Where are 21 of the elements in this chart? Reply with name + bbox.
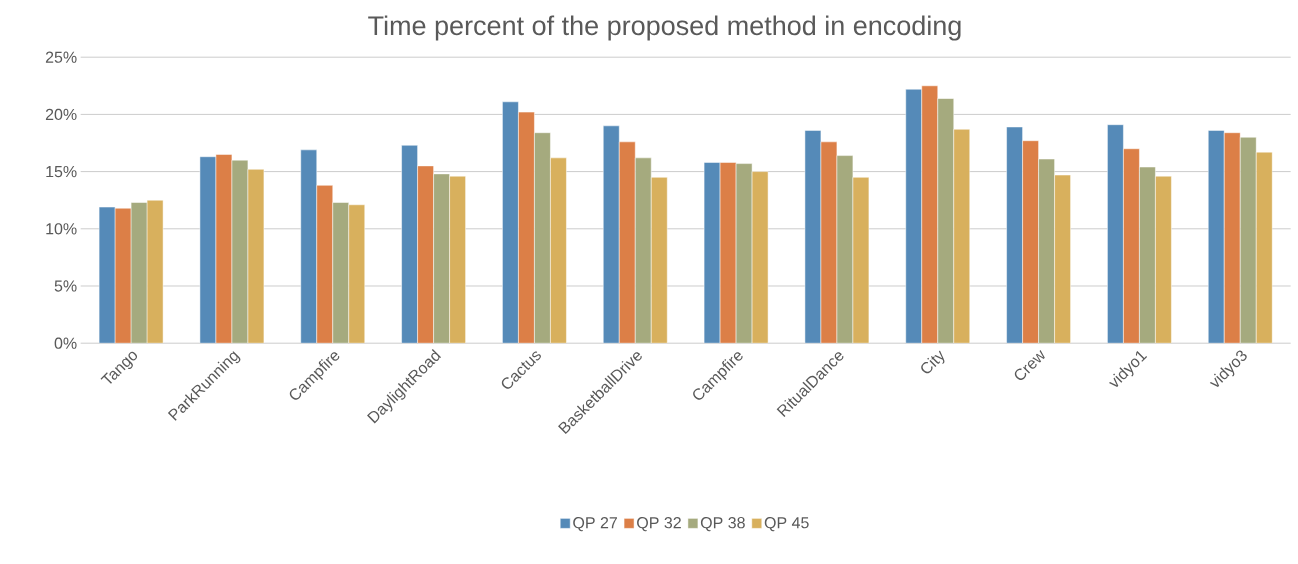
chart-title: Time percent of the proposed method in encoding xyxy=(368,15,961,41)
legend-label: QP 45 xyxy=(764,517,809,532)
y-tick-label: 5% xyxy=(54,280,77,292)
y-tick-label: 10% xyxy=(46,223,77,235)
y-tick-label: 0% xyxy=(54,337,77,349)
bar xyxy=(1038,158,1055,344)
bar xyxy=(433,173,450,344)
legend-label: QP 32 xyxy=(637,517,681,532)
y-tick-label: 25% xyxy=(45,51,77,63)
bar xyxy=(1256,151,1273,344)
legend-label: QP 38 xyxy=(700,517,745,532)
x-tick-label: City xyxy=(921,350,945,374)
y-tick-label: 15% xyxy=(46,165,77,178)
bar xyxy=(332,202,350,344)
y-tick-label: 20% xyxy=(45,108,77,121)
bar xyxy=(635,157,652,344)
bar xyxy=(1240,137,1257,344)
legend-label: QP 27 xyxy=(573,517,617,532)
bar xyxy=(1139,166,1156,344)
bar xyxy=(534,132,551,344)
bar xyxy=(937,98,954,344)
